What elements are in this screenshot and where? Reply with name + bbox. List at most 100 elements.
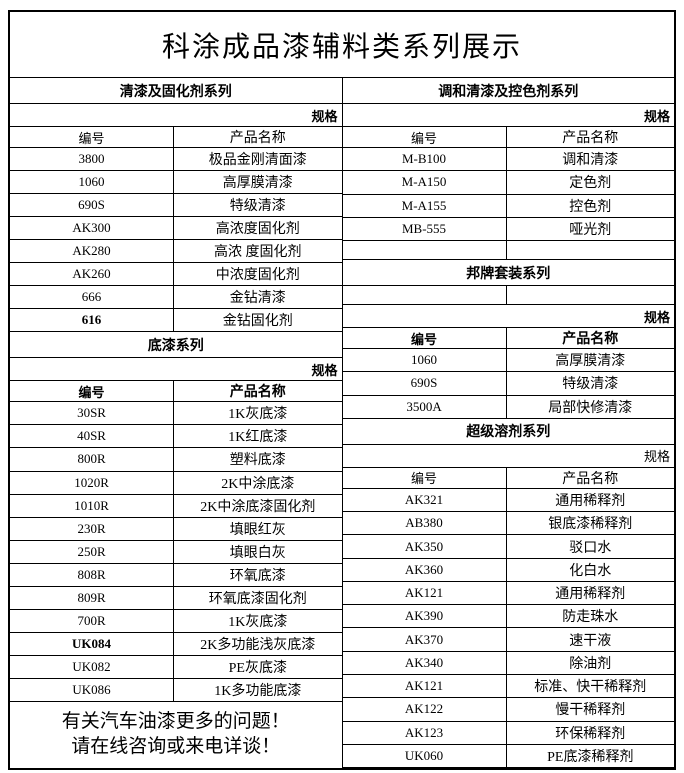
spec-row: 规格 [10, 358, 342, 382]
product-code: AK340 [343, 651, 507, 674]
product-code: 1010R [10, 494, 175, 517]
product-name: 高厚膜清漆 [222, 176, 293, 192]
product-code: 616 [10, 309, 175, 332]
product-name: 2K多功能浅灰底漆 [200, 637, 316, 653]
product-name: 驳口水 [569, 540, 612, 556]
column-header-row: 编号 产品名称 [342, 127, 674, 148]
table-row: 40SR 1K红底漆 [10, 425, 342, 449]
table-row: MB-555 哑光剂 [342, 217, 674, 242]
section-title: 邦牌套装系列 [466, 266, 551, 282]
table-row: AK370 速干液 [342, 628, 674, 652]
code-column-header: 编号 [343, 467, 507, 488]
table-row: AK260 中浓度固化剂 [10, 263, 342, 287]
empty-cell [343, 241, 507, 260]
product-code: UK060 [343, 744, 507, 768]
product-code: 40SR [10, 425, 175, 448]
section-header-bang-brand-set: 邦牌套装系列 [342, 260, 674, 287]
product-code: 30SR [10, 402, 175, 425]
product-name: 速干液 [569, 633, 612, 649]
table-row: 230R 填眼红灰 [10, 517, 342, 541]
section-title: 调和清漆及控色剂系列 [438, 84, 579, 100]
product-code: AK321 [343, 488, 507, 512]
column-header-row: 编号 产品名称 [342, 467, 674, 489]
section-header-blending-tint: 调和清漆及控色剂系列 [342, 78, 674, 104]
product-name: 调和清漆 [562, 153, 619, 169]
product-name: 极品金刚清面漆 [208, 153, 307, 169]
product-name: 通用稀释剂 [555, 587, 626, 603]
empty-cell [343, 286, 507, 305]
table-row: 1060 高厚膜清漆 [342, 349, 674, 373]
section-title: 底漆系列 [147, 338, 204, 354]
product-name: 填眼红灰 [229, 522, 286, 538]
table-row: AK321 通用稀释剂 [342, 488, 674, 513]
product-name-column-header: 产品名称 [562, 471, 619, 487]
right-column: 调和清漆及控色剂系列 规格 编号 产品名称 M-B100 调和清漆 M-A150… [342, 78, 674, 769]
table-row: AK360 化白水 [342, 558, 674, 582]
product-name: 环保稀释剂 [555, 726, 626, 742]
product-code: 3800 [10, 148, 175, 171]
column-header-row: 编号 产品名称 [10, 127, 342, 148]
product-name: 定色剂 [569, 176, 612, 192]
product-table-sheet: 科涂成品漆辅料类系列展示 清漆及固化剂系列 规格 编号 产品名称 3800 极品… [8, 10, 676, 770]
product-name: 环氧底漆 [229, 568, 286, 584]
product-name: 通用稀释剂 [555, 493, 626, 509]
product-code: AK350 [343, 535, 507, 558]
product-name: 金钻固化剂 [222, 314, 293, 330]
product-name: 高浓度固化剂 [215, 222, 300, 238]
table-row: 809R 环氧底漆固化剂 [10, 586, 342, 610]
product-name: 标准、快干稀释剂 [534, 680, 647, 696]
product-code: 3500A [343, 395, 507, 418]
product-code: AK121 [343, 581, 507, 605]
empty-cell [507, 241, 674, 259]
product-name-column-header: 产品名称 [229, 385, 286, 401]
spec-row: 规格 [342, 104, 674, 127]
table-row: 616 金钻固化剂 [10, 309, 342, 333]
product-name: 1K红底漆 [228, 430, 288, 446]
spec-label: 规格 [643, 108, 670, 124]
product-name: PE底漆稀释剂 [547, 749, 634, 765]
table-row: AK121 通用稀释剂 [342, 581, 674, 606]
spec-label: 规格 [643, 309, 670, 325]
product-code: AK121 [343, 674, 507, 698]
empty-cell [507, 286, 674, 304]
table-row: UK082 PE灰底漆 [10, 655, 342, 679]
table-row: UK060 PE底漆稀释剂 [342, 744, 674, 769]
product-code: AK260 [10, 263, 175, 286]
table-row: M-A155 控色剂 [342, 194, 674, 218]
product-code: 250R [10, 540, 175, 563]
table-row: AK121 标准、快干稀释剂 [342, 674, 674, 699]
product-name-column-header: 产品名称 [562, 131, 619, 146]
product-code: 1060 [10, 171, 175, 194]
product-code: 690S [10, 194, 175, 217]
table-row: 690S 特级清漆 [342, 372, 674, 396]
product-code: AB380 [343, 512, 507, 535]
spec-row: 规格 [342, 445, 674, 468]
product-name: 塑料底漆 [229, 453, 286, 469]
product-name: 慢干稀释剂 [555, 703, 626, 719]
product-code: 809R [10, 586, 175, 609]
table-row: UK084 2K多功能浅灰底漆 [10, 632, 342, 656]
table-row: AK300 高浓度固化剂 [10, 217, 342, 241]
footer-note: 有关汽车油漆更多的问题！ 请在线咨询或来电详谈！ [10, 702, 342, 768]
table-row: AK390 防走珠水 [342, 605, 674, 629]
product-code: M-A155 [343, 194, 507, 217]
product-name: 2K中涂底漆固化剂 [200, 499, 316, 515]
empty-row [342, 286, 674, 306]
product-code: 800R [10, 448, 175, 471]
product-code: UK086 [10, 678, 175, 701]
table-row: 800R 塑料底漆 [10, 448, 342, 472]
code-column-header: 编号 [343, 127, 507, 147]
footer-note-line2: 请在线咨询或来电详谈！ [71, 735, 281, 757]
spec-label: 规格 [311, 108, 338, 124]
footer-note-line1: 有关汽车油漆更多的问题！ [61, 711, 290, 733]
table-row: M-A150 定色剂 [342, 171, 674, 195]
table-columns: 清漆及固化剂系列 规格 编号 产品名称 3800 极品金刚清面漆 1060 高厚… [10, 78, 674, 769]
spec-row: 规格 [342, 305, 674, 329]
table-row: AK350 驳口水 [342, 535, 674, 559]
product-name: 特级清漆 [229, 199, 286, 215]
table-row: 690S 特级清漆 [10, 194, 342, 218]
product-code: UK082 [10, 655, 175, 678]
product-name: 特级清漆 [562, 377, 619, 393]
product-code: 230R [10, 517, 175, 540]
left-column: 清漆及固化剂系列 规格 编号 产品名称 3800 极品金刚清面漆 1060 高厚… [10, 78, 343, 768]
